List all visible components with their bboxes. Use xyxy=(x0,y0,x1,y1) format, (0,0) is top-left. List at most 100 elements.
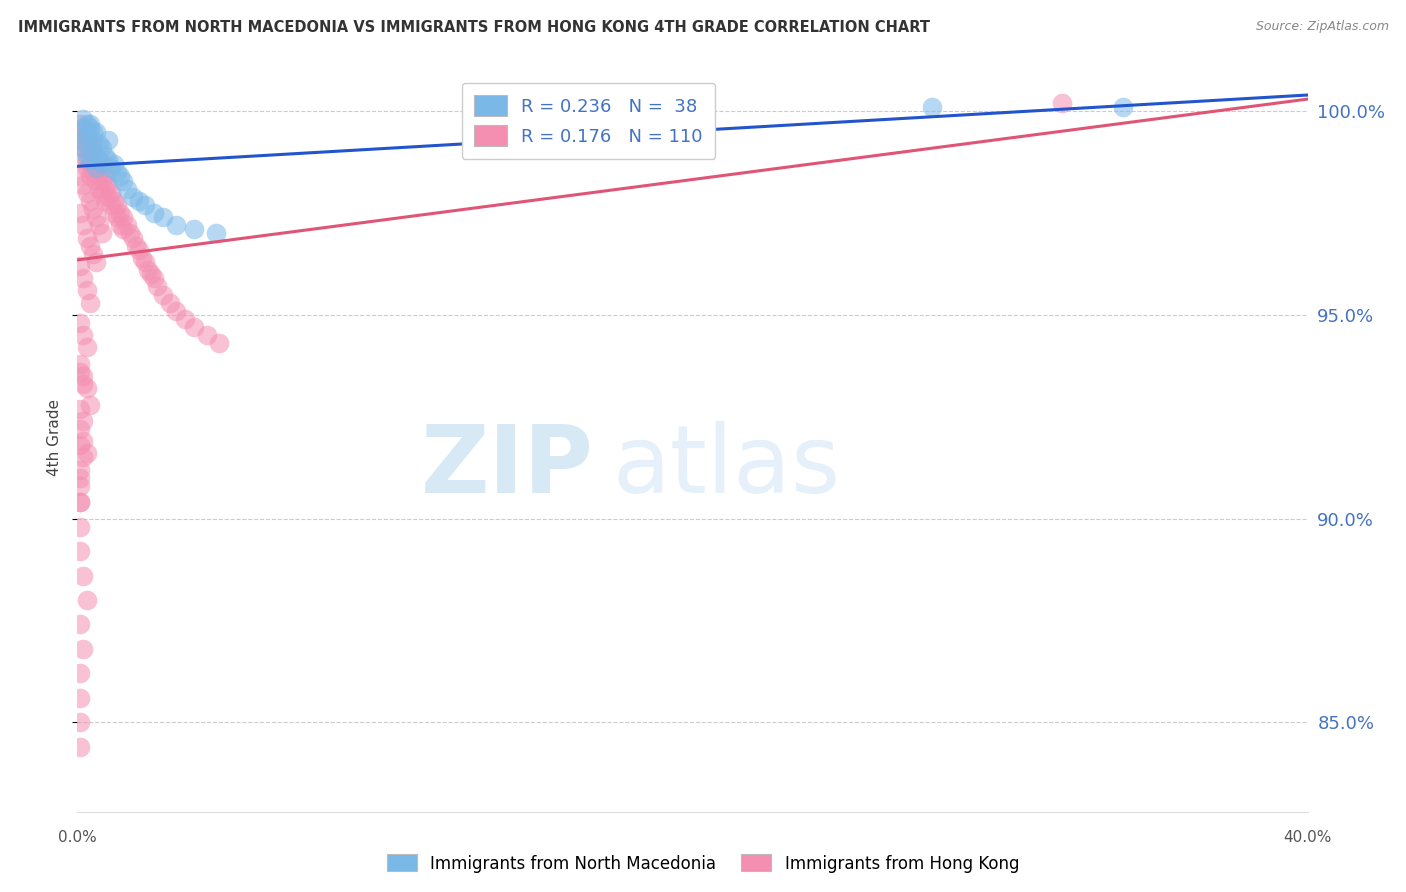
Point xyxy=(79,145,101,159)
Point xyxy=(87,169,110,184)
Point xyxy=(69,438,91,452)
Point xyxy=(76,284,98,298)
Point xyxy=(69,169,91,184)
Point xyxy=(84,161,107,176)
Point xyxy=(94,182,117,196)
Text: ZIP: ZIP xyxy=(422,421,595,513)
Point xyxy=(79,153,101,168)
Point xyxy=(82,165,104,179)
Point xyxy=(105,165,128,179)
Text: IMMIGRANTS FROM NORTH MACEDONIA VS IMMIGRANTS FROM HONG KONG 4TH GRADE CORRELATI: IMMIGRANTS FROM NORTH MACEDONIA VS IMMIG… xyxy=(18,20,931,35)
Point xyxy=(72,568,94,582)
Point xyxy=(84,173,107,187)
Point xyxy=(69,479,91,493)
Point xyxy=(79,116,101,130)
Point xyxy=(69,617,91,632)
Point xyxy=(82,145,104,159)
Point xyxy=(79,133,101,147)
Point xyxy=(87,136,110,151)
Point xyxy=(100,186,122,200)
Point xyxy=(72,369,94,384)
Point xyxy=(195,328,218,343)
Point xyxy=(79,157,101,171)
Point xyxy=(136,263,159,277)
Point xyxy=(82,247,104,261)
Point xyxy=(69,495,91,509)
Point xyxy=(82,125,104,139)
Point xyxy=(72,141,94,155)
Point xyxy=(141,267,163,281)
Point xyxy=(76,125,98,139)
Point xyxy=(112,222,135,236)
Point xyxy=(69,133,91,147)
Point xyxy=(121,190,143,204)
Point xyxy=(115,219,138,233)
Point xyxy=(72,149,94,163)
Point xyxy=(69,519,91,533)
Point xyxy=(152,210,174,224)
Point xyxy=(72,434,94,449)
Point xyxy=(76,341,98,355)
Point xyxy=(115,182,138,196)
Point xyxy=(76,186,98,200)
Point xyxy=(69,495,91,509)
Point xyxy=(69,206,91,220)
Point xyxy=(82,141,104,155)
Point xyxy=(72,414,94,428)
Point xyxy=(183,222,205,236)
Point xyxy=(69,365,91,379)
Point xyxy=(84,125,107,139)
Point xyxy=(105,198,128,212)
Point xyxy=(90,227,114,241)
Point xyxy=(69,715,91,730)
Point xyxy=(100,198,122,212)
Legend: R = 0.236   N =  38, R = 0.176   N = 110: R = 0.236 N = 38, R = 0.176 N = 110 xyxy=(461,83,716,159)
Point xyxy=(72,120,94,135)
Point xyxy=(159,295,181,310)
Point xyxy=(97,178,120,192)
Point xyxy=(72,450,94,465)
Point xyxy=(90,186,114,200)
Point xyxy=(87,182,110,196)
Point xyxy=(87,153,110,168)
Point xyxy=(97,190,120,204)
Point xyxy=(79,120,101,135)
Point xyxy=(76,153,98,168)
Point xyxy=(72,128,94,143)
Point xyxy=(72,178,94,192)
Point xyxy=(165,219,187,233)
Point xyxy=(69,544,91,558)
Point xyxy=(84,161,107,176)
Text: 40.0%: 40.0% xyxy=(1284,830,1331,846)
Point xyxy=(103,157,125,171)
Point xyxy=(128,243,150,257)
Text: Source: ZipAtlas.com: Source: ZipAtlas.com xyxy=(1256,20,1389,33)
Point xyxy=(69,133,91,147)
Point xyxy=(94,194,117,208)
Point xyxy=(82,153,104,168)
Point xyxy=(72,377,94,392)
Point xyxy=(79,194,101,208)
Point xyxy=(103,194,125,208)
Text: atlas: atlas xyxy=(613,421,841,513)
Point xyxy=(112,173,135,187)
Point xyxy=(118,227,141,241)
Point xyxy=(921,100,943,114)
Point xyxy=(69,316,91,330)
Point xyxy=(90,173,114,187)
Point xyxy=(121,230,143,244)
Legend: Immigrants from North Macedonia, Immigrants from Hong Kong: Immigrants from North Macedonia, Immigra… xyxy=(380,847,1026,880)
Point xyxy=(125,238,148,252)
Point xyxy=(110,219,132,233)
Point xyxy=(79,295,101,310)
Point xyxy=(79,169,101,184)
Point xyxy=(69,690,91,705)
Text: 0.0%: 0.0% xyxy=(58,830,97,846)
Point xyxy=(97,133,120,147)
Point xyxy=(183,320,205,334)
Point xyxy=(90,157,114,171)
Point xyxy=(69,357,91,371)
Point xyxy=(84,255,107,269)
Point xyxy=(128,194,150,208)
Point xyxy=(76,128,98,143)
